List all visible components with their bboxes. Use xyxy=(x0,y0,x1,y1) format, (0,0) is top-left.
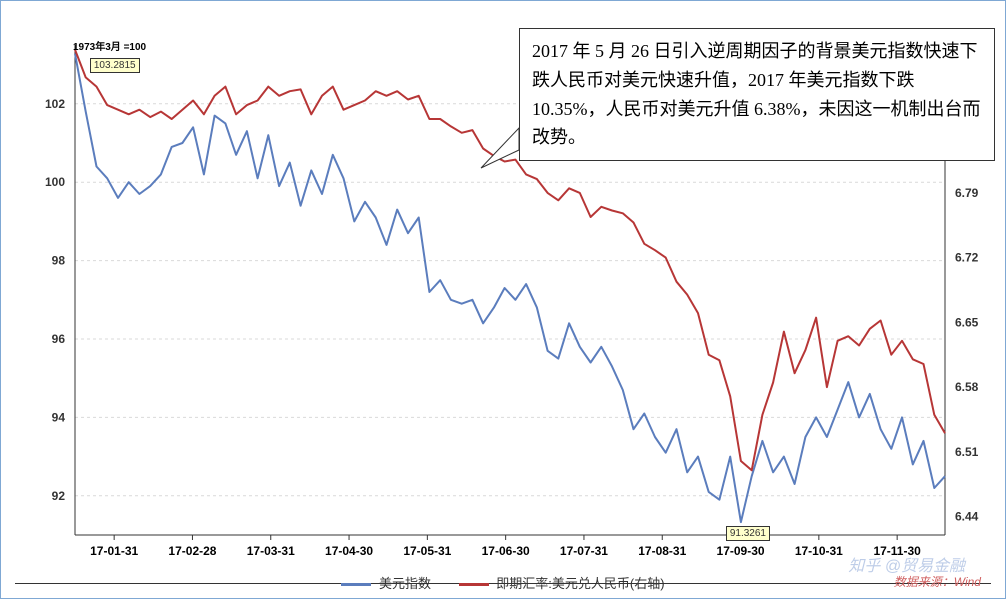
svg-text:6.72: 6.72 xyxy=(955,251,979,265)
svg-text:17-08-31: 17-08-31 xyxy=(638,544,686,558)
svg-text:17-04-30: 17-04-30 xyxy=(325,544,373,558)
svg-text:17-11-30: 17-11-30 xyxy=(873,544,921,558)
svg-text:92: 92 xyxy=(52,489,66,503)
svg-text:17-05-31: 17-05-31 xyxy=(403,544,451,558)
svg-text:102: 102 xyxy=(45,97,65,111)
svg-text:6.58: 6.58 xyxy=(955,380,979,394)
svg-text:6.65: 6.65 xyxy=(955,315,979,329)
legend-label-dollar: 美元指数 xyxy=(379,576,431,591)
index-base-label: 1973年3月 =100 xyxy=(73,38,146,53)
svg-text:17-07-31: 17-07-31 xyxy=(560,544,608,558)
legend-item-dollar: 美元指数 xyxy=(341,573,431,592)
legend-swatch-dollar xyxy=(341,583,371,586)
legend: 美元指数 即期汇率:美元兑人民币(右轴) xyxy=(1,573,1005,592)
value-badge: 91.3261 xyxy=(726,526,770,541)
svg-text:6.79: 6.79 xyxy=(955,186,979,200)
chart-container: 92 94 96 98 100 102 6.44 6.51 6.58 6.65 6.72 6.79 17… xyxy=(0,0,1006,599)
annotation-callout: 2017 年 5 月 26 日引入逆周期因子的背景美元指数快速下跌人民币对美元快… xyxy=(519,28,995,161)
svg-text:17-10-31: 17-10-31 xyxy=(795,544,843,558)
svg-text:17-02-28: 17-02-28 xyxy=(168,544,216,558)
svg-text:96: 96 xyxy=(52,332,66,346)
data-source: 数据来源：Wind xyxy=(894,573,981,590)
svg-text:17-01-31: 17-01-31 xyxy=(90,544,138,558)
value-badge: 103.2815 xyxy=(90,58,140,73)
legend-item-cny: 即期汇率:美元兑人民币(右轴) xyxy=(459,573,665,592)
legend-swatch-cny xyxy=(459,583,489,586)
svg-text:6.51: 6.51 xyxy=(955,445,979,459)
svg-text:6.44: 6.44 xyxy=(955,510,979,524)
legend-label-cny: 即期汇率:美元兑人民币(右轴) xyxy=(496,576,664,591)
svg-text:17-03-31: 17-03-31 xyxy=(247,544,295,558)
svg-text:94: 94 xyxy=(52,410,66,424)
svg-text:100: 100 xyxy=(45,175,65,189)
svg-text:17-09-30: 17-09-30 xyxy=(717,544,765,558)
svg-text:98: 98 xyxy=(52,254,66,268)
svg-text:17-06-30: 17-06-30 xyxy=(482,544,530,558)
